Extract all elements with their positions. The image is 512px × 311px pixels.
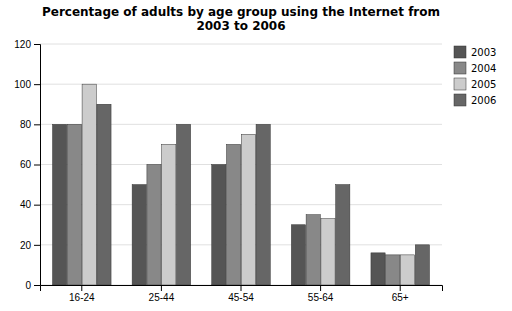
bar [256, 124, 270, 285]
plot: 16-24 25-44 45-54 55-64 65+ 0 20 40 60 80 100 120 [14, 39, 442, 303]
bar [415, 245, 429, 285]
x-tick: 55-64 [308, 285, 334, 303]
bar [212, 165, 226, 286]
bar [241, 134, 255, 285]
legend-label: 2005 [471, 79, 496, 90]
y-tick-mark [34, 124, 40, 125]
legend-swatch [454, 78, 466, 90]
bar [306, 215, 320, 285]
chart: Percentage of adults by age group using … [0, 0, 512, 311]
grid-line [40, 44, 442, 45]
x-tick-mark [161, 285, 162, 291]
y-tick-label: 40 [20, 199, 32, 210]
bar [147, 165, 161, 286]
legend-swatch [454, 62, 466, 74]
x-tick: 65+ [392, 285, 409, 303]
x-tick-mark [400, 285, 401, 291]
bar-series [82, 84, 415, 285]
y-tick: 0 [25, 280, 40, 291]
bar [97, 104, 111, 285]
x-tick: 25-44 [149, 285, 175, 303]
legend-label: 2006 [471, 95, 496, 106]
legend-swatch [454, 46, 466, 58]
x-tick-mark [81, 285, 82, 291]
grid [40, 44, 442, 285]
y-tick-label: 0 [25, 280, 31, 291]
x-tick-label: 45-54 [228, 292, 254, 303]
x-axis: 16-24 25-44 45-54 55-64 65+ [41, 285, 443, 303]
legend-item: 2004 [454, 62, 496, 74]
y-tick: 40 [20, 199, 40, 210]
y-tick: 100 [14, 79, 40, 90]
title: Percentage of adults by age group using … [42, 5, 440, 33]
y-tick-mark [34, 165, 40, 166]
title-line: Percentage of adults by age group using … [42, 5, 440, 19]
bar-series [97, 104, 430, 285]
legend-label: 2004 [471, 63, 496, 74]
bar [162, 144, 176, 285]
bar [291, 225, 305, 285]
y-tick: 20 [20, 240, 40, 251]
y-tick-mark [34, 285, 40, 286]
legend-swatch [454, 94, 466, 106]
y-tick: 120 [14, 39, 40, 50]
bar [371, 253, 385, 285]
y-axis-line [34, 45, 41, 286]
bar [82, 84, 96, 285]
x-axis-line [41, 286, 443, 292]
bar [227, 144, 241, 285]
bar [176, 124, 190, 285]
x-tick-label: 65+ [392, 292, 409, 303]
bars [53, 84, 430, 285]
x-tick: 16-24 [69, 285, 95, 303]
bar [321, 219, 335, 285]
x-tick-label: 16-24 [69, 292, 95, 303]
x-tick-mark [320, 285, 321, 291]
x-tick-label: 25-44 [149, 292, 175, 303]
y-tick: 80 [20, 119, 40, 130]
y-tick-mark [34, 84, 40, 85]
bar-series [67, 124, 400, 285]
legend-item: 2003 [454, 46, 496, 58]
legend-item: 2005 [454, 78, 496, 90]
x-tick-label: 55-64 [308, 292, 334, 303]
y-tick-mark [34, 245, 40, 246]
y-tick-label: 60 [20, 159, 32, 170]
legend-item: 2006 [454, 94, 496, 106]
x-tick: 45-54 [228, 285, 254, 303]
grid-line [40, 84, 442, 85]
bar [53, 124, 67, 285]
x-tick-mark [241, 285, 242, 291]
y-tick-label: 80 [20, 119, 32, 130]
y-tick: 60 [20, 159, 40, 170]
legend-label: 2003 [471, 47, 496, 58]
bar [386, 255, 400, 285]
y-axis: 0 20 40 60 80 100 120 [14, 39, 40, 291]
y-tick-label: 120 [14, 39, 31, 50]
y-tick-label: 100 [14, 79, 31, 90]
title-line: 2003 to 2006 [196, 19, 285, 33]
bar [336, 185, 350, 285]
y-tick-mark [34, 205, 40, 206]
bar [132, 185, 146, 285]
bar [67, 124, 81, 285]
bar [401, 255, 415, 285]
y-tick-label: 20 [20, 240, 32, 251]
legend: 2003 2004 2005 2006 [454, 46, 496, 106]
y-tick-mark [34, 44, 40, 45]
